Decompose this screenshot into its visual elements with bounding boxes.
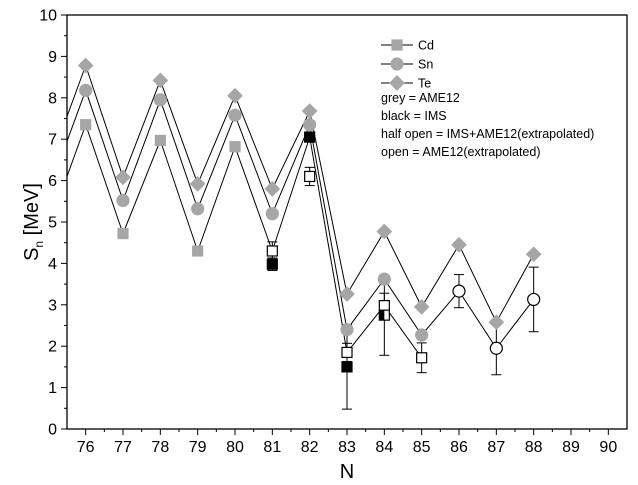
y-tick-label-9: 9 [48, 49, 57, 66]
data-point-cd-80-grey [229, 141, 241, 153]
data-point-cd-85-open [416, 352, 428, 364]
data-point-te-88-grey [525, 246, 542, 263]
data-point-sn-76-grey [79, 83, 93, 97]
x-tick-label-82: 82 [301, 439, 319, 456]
y-axis-title: Sn [MeV] [21, 183, 46, 261]
x-tick-label-90: 90 [599, 439, 617, 456]
data-point-sn-83-grey [340, 323, 354, 337]
data-point-sn-87-open [489, 341, 503, 355]
data-point-sn-81-grey [265, 207, 279, 221]
data-point-te-86-grey [451, 236, 467, 253]
data-point-sn-85-grey [415, 328, 429, 342]
data-point-te-81-grey [264, 181, 281, 197]
x-tick-label-83: 83 [338, 439, 356, 456]
x-axis-title: N [340, 461, 354, 483]
x-tick-label-89: 89 [562, 439, 580, 456]
data-point-te-85-grey [413, 299, 430, 315]
data-point-cd-81-black [266, 258, 278, 270]
y-tick-label-2: 2 [48, 339, 57, 356]
x-tick-label-85: 85 [413, 439, 431, 456]
data-point-cd-79-grey [192, 245, 204, 257]
y-tick-label-4: 4 [48, 256, 57, 273]
y-tick-label-8: 8 [48, 90, 57, 107]
legend-marker-cd [391, 39, 403, 51]
x-tick-label-84: 84 [375, 439, 393, 456]
data-point-cd-82-black [304, 131, 316, 143]
y-tick-label-5: 5 [48, 215, 57, 232]
y-axis-title-subscript: n [32, 241, 46, 248]
x-tick-label-87: 87 [487, 439, 505, 456]
data-point-cd-76-grey [80, 119, 92, 131]
y-tick-label-3: 3 [48, 297, 57, 314]
x-tick-label-76: 76 [77, 439, 95, 456]
data-point-cd-84-open [378, 300, 390, 312]
x-tick-label-88: 88 [525, 439, 543, 456]
series-line-te [67, 63, 535, 324]
data-point-sn-77-grey [116, 193, 130, 208]
data-point-cd-77-grey [117, 227, 129, 240]
legend-label-sn: Sn [418, 58, 433, 72]
legend-entry-sn: Sn [381, 57, 433, 72]
data-point-cd-81-open [266, 245, 278, 257]
data-point-te-78-grey [152, 72, 169, 89]
x-tick-label-86: 86 [450, 439, 468, 456]
y-tick-label-7: 7 [48, 132, 57, 149]
legend-entry-te: Te [381, 75, 431, 91]
legend-label-cd: Cd [418, 39, 434, 53]
data-point-te-77-grey [115, 169, 131, 186]
x-tick-label-81: 81 [263, 439, 281, 456]
data-point-te-84-grey [376, 223, 393, 240]
data-point-te-87-grey [488, 314, 505, 331]
legend-marker-sn [390, 57, 404, 71]
y-tick-label-6: 6 [48, 173, 57, 190]
data-point-te-83-grey [339, 286, 355, 302]
series-line-sn [67, 88, 535, 350]
legend-label-te: Te [418, 77, 431, 91]
data-point-te-82-grey [301, 103, 318, 119]
y-axis-title-unit: [MeV] [21, 183, 43, 241]
x-tick-label-78: 78 [151, 439, 169, 456]
data-point-cd-82-open [304, 170, 316, 183]
axis-ticks: 76 77 78 79 80 81 82 83 84 85 86 87 88 89 900123456789… [39, 8, 617, 457]
y-axis-title-main: S [21, 248, 43, 261]
legend-marker-te [389, 75, 405, 91]
data-point-sn-79-grey [191, 202, 205, 216]
legend-note-3: half open = IMS+AME12(extrapolated) [381, 127, 594, 141]
data-point-te-80-grey [227, 87, 243, 104]
y-tick-label-0: 0 [48, 422, 57, 439]
data-point-sn-86-open [452, 284, 466, 298]
x-tick-label-79: 79 [189, 439, 207, 456]
legend-note-4: open = AME12(extrapolated) [381, 145, 540, 159]
data-point-sn-82-grey [303, 118, 317, 132]
data-point-cd-78-grey [154, 134, 166, 147]
x-tick-label-77: 77 [114, 439, 132, 456]
data-point-sn-80-grey [228, 108, 242, 122]
y-tick-label-10: 10 [39, 8, 57, 25]
legend-entry-cd: Cd [381, 39, 434, 53]
data-point-sn-78-grey [153, 93, 167, 107]
legend-note-1: grey = AME12 [381, 91, 460, 105]
data-point-te-76-grey [77, 57, 94, 74]
data-point-cd-83-open [341, 346, 353, 359]
data-point-sn-84-grey [377, 272, 391, 286]
x-tick-label-80: 80 [226, 439, 244, 456]
series-line-cd [67, 123, 423, 359]
data-point-cd-84-half-half-fill [379, 310, 385, 321]
data-point-te-79-grey [189, 176, 206, 192]
legend-note-2: black = IMS [381, 109, 447, 123]
y-tick-label-1: 1 [48, 380, 57, 397]
data-point-cd-83-black [341, 361, 353, 373]
series-layer [67, 57, 542, 410]
data-point-sn-88-open [527, 292, 541, 307]
